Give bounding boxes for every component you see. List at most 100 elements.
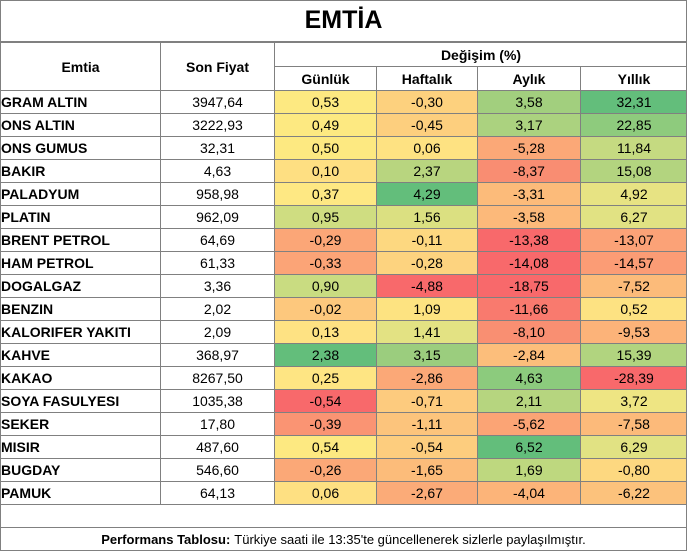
change-monthly: -14,08 (477, 251, 581, 275)
commodity-name: KAHVE (0, 343, 161, 367)
last-price: 546,60 (160, 458, 275, 482)
table-row: BAKIR 4,63 0,10 2,37 -8,37 15,08 (0, 159, 687, 183)
change-yearly: 3,72 (580, 389, 687, 413)
last-price: 2,02 (160, 297, 275, 321)
change-yearly: -28,39 (580, 366, 687, 390)
change-weekly: -0,11 (376, 228, 478, 252)
change-daily: 0,50 (274, 136, 377, 160)
change-weekly: -0,28 (376, 251, 478, 275)
last-price: 3,36 (160, 274, 275, 298)
table-row: KAHVE 368,97 2,38 3,15 -2,84 15,39 (0, 343, 687, 367)
footer-text: Türkiye saati ile 13:35'te güncellenerek… (234, 532, 586, 547)
change-yearly: 15,39 (580, 343, 687, 367)
change-daily: -0,29 (274, 228, 377, 252)
last-price: 368,97 (160, 343, 275, 367)
header-emtia: Emtia (0, 42, 161, 91)
change-yearly: -13,07 (580, 228, 687, 252)
header-yillik: Yıllık (580, 66, 687, 91)
change-weekly: 1,56 (376, 205, 478, 229)
change-yearly: -6,22 (580, 481, 687, 505)
last-price: 32,31 (160, 136, 275, 160)
change-monthly: -5,62 (477, 412, 581, 436)
change-weekly: 1,09 (376, 297, 478, 321)
change-yearly: 4,92 (580, 182, 687, 206)
commodity-name: BRENT PETROL (0, 228, 161, 252)
header-son-fiyat: Son Fiyat (160, 42, 275, 91)
table-row: SOYA FASULYESI 1035,38 -0,54 -0,71 2,11 3,72 (0, 389, 687, 413)
change-yearly: 32,31 (580, 90, 687, 114)
commodity-name: HAM PETROL (0, 251, 161, 275)
change-daily: 0,06 (274, 481, 377, 505)
commodity-name: SOYA FASULYESI (0, 389, 161, 413)
last-price: 487,60 (160, 435, 275, 459)
change-monthly: 1,69 (477, 458, 581, 482)
change-daily: -0,33 (274, 251, 377, 275)
commodity-name: ONS GUMUS (0, 136, 161, 160)
commodity-table: Emtia Son Fiyat Değişim (%) Günlük Hafta… (0, 42, 687, 505)
change-monthly: -4,04 (477, 481, 581, 505)
change-weekly: -1,11 (376, 412, 478, 436)
table-row: PAMUK 64,13 0,06 -2,67 -4,04 -6,22 (0, 481, 687, 505)
change-daily: 2,38 (274, 343, 377, 367)
last-price: 3222,93 (160, 113, 275, 137)
change-yearly: 11,84 (580, 136, 687, 160)
change-yearly: 15,08 (580, 159, 687, 183)
change-monthly: -3,31 (477, 182, 581, 206)
change-daily: 0,54 (274, 435, 377, 459)
change-yearly: -0,80 (580, 458, 687, 482)
change-daily: 0,95 (274, 205, 377, 229)
change-monthly: -18,75 (477, 274, 581, 298)
change-monthly: -3,58 (477, 205, 581, 229)
table-row: SEKER 17,80 -0,39 -1,11 -5,62 -7,58 (0, 412, 687, 436)
table-row: BENZIN 2,02 -0,02 1,09 -11,66 0,52 (0, 297, 687, 321)
change-daily: 0,10 (274, 159, 377, 183)
change-monthly: -13,38 (477, 228, 581, 252)
change-monthly: -8,37 (477, 159, 581, 183)
table-row: MISIR 487,60 0,54 -0,54 6,52 6,29 (0, 435, 687, 459)
table-row: PALADYUM 958,98 0,37 4,29 -3,31 4,92 (0, 182, 687, 206)
change-yearly: 0,52 (580, 297, 687, 321)
commodity-name: BUGDAY (0, 458, 161, 482)
change-daily: 0,37 (274, 182, 377, 206)
commodity-name: PALADYUM (0, 182, 161, 206)
commodity-rows: GRAM ALTIN 3947,64 0,53 -0,30 3,58 32,31 ONS A… (0, 90, 687, 505)
table-row: HAM PETROL 61,33 -0,33 -0,28 -14,08 -14,57 (0, 251, 687, 275)
change-daily: 0,90 (274, 274, 377, 298)
commodity-name: SEKER (0, 412, 161, 436)
change-daily: 0,53 (274, 90, 377, 114)
change-monthly: 4,63 (477, 366, 581, 390)
change-weekly: -0,71 (376, 389, 478, 413)
change-yearly: -14,57 (580, 251, 687, 275)
table-row: DOGALGAZ 3,36 0,90 -4,88 -18,75 -7,52 (0, 274, 687, 298)
table-row: ONS GUMUS 32,31 0,50 0,06 -5,28 11,84 (0, 136, 687, 160)
table-row: BRENT PETROL 64,69 -0,29 -0,11 -13,38 -13,07 (0, 228, 687, 252)
footer-note: Performans Tablosu: Türkiye saati ile 13… (0, 527, 687, 551)
change-yearly: 6,29 (580, 435, 687, 459)
commodity-name: GRAM ALTIN (0, 90, 161, 114)
change-monthly: 3,58 (477, 90, 581, 114)
header-gunluk: Günlük (274, 66, 377, 91)
commodity-name: KALORIFER YAKITI (0, 320, 161, 344)
change-weekly: 3,15 (376, 343, 478, 367)
change-daily: -0,54 (274, 389, 377, 413)
commodity-name: DOGALGAZ (0, 274, 161, 298)
change-monthly: -5,28 (477, 136, 581, 160)
change-monthly: -2,84 (477, 343, 581, 367)
change-daily: -0,02 (274, 297, 377, 321)
change-weekly: -2,86 (376, 366, 478, 390)
table-row: BUGDAY 546,60 -0,26 -1,65 1,69 -0,80 (0, 458, 687, 482)
last-price: 64,13 (160, 481, 275, 505)
change-weekly: -0,54 (376, 435, 478, 459)
change-weekly: -4,88 (376, 274, 478, 298)
commodity-name: PAMUK (0, 481, 161, 505)
change-weekly: -2,67 (376, 481, 478, 505)
commodity-name: BAKIR (0, 159, 161, 183)
last-price: 8267,50 (160, 366, 275, 390)
table-row: GRAM ALTIN 3947,64 0,53 -0,30 3,58 32,31 (0, 90, 687, 114)
change-yearly: -7,58 (580, 412, 687, 436)
header-aylik: Aylık (477, 66, 581, 91)
change-monthly: 2,11 (477, 389, 581, 413)
change-yearly: -9,53 (580, 320, 687, 344)
change-weekly: -1,65 (376, 458, 478, 482)
change-yearly: -7,52 (580, 274, 687, 298)
